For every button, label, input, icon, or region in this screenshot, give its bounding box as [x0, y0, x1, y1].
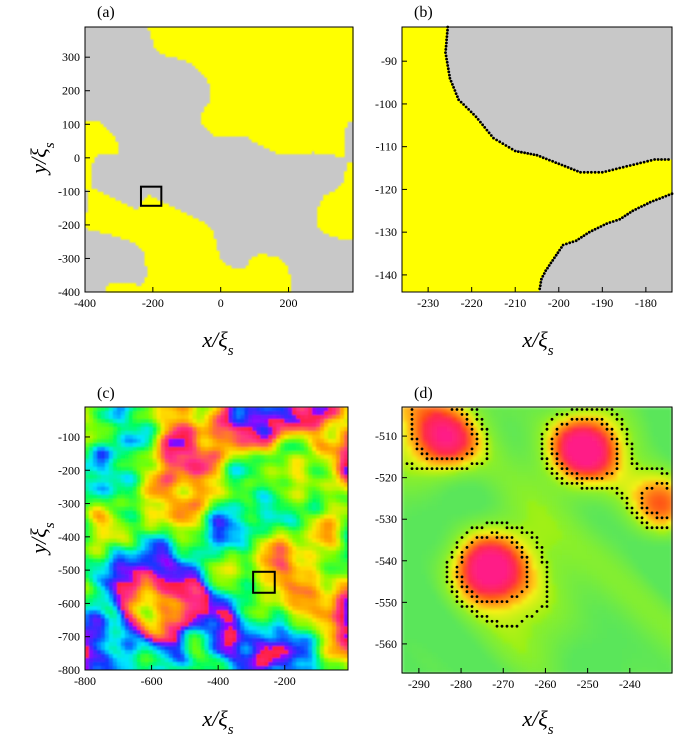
- x-tick-label: -290: [408, 677, 430, 691]
- panel-c-yticks: -800 -700 -600 -500 -400 -300 -200 -100: [58, 430, 90, 677]
- x-tick-label: 0: [218, 296, 224, 310]
- panel-c: (c) -800 -600 -400 -200 -800 -700 -600 -500 -40…: [26, 385, 349, 737]
- yellow-phase: [85, 27, 354, 293]
- panel-c-xlabel: x/ξs: [201, 706, 233, 737]
- panel-a-plot: [84, 26, 354, 293]
- x-tick-label: -260: [534, 677, 556, 691]
- x-tick-label: 200: [280, 296, 298, 310]
- x-tick-label: -400: [74, 296, 96, 310]
- x-tick-label: -280: [450, 677, 472, 691]
- panel-a-map: [85, 27, 354, 293]
- y-tick-label: 100: [62, 117, 80, 131]
- gray-region-upper: [445, 27, 672, 173]
- x-tick-label: -800: [74, 674, 96, 688]
- y-tick-label: -110: [375, 140, 397, 154]
- y-tick-label: -300: [58, 251, 80, 265]
- x-tick-label: -210: [504, 296, 526, 310]
- panel-c-map: [85, 407, 349, 671]
- panel-d-xticks: -290 -280 -270 -260 -250 -240: [408, 668, 641, 691]
- panel-a-zoom-box: [139, 185, 163, 207]
- phase-field: [85, 407, 349, 671]
- y-tick-label: 0: [74, 151, 80, 165]
- panel-c-frame: [84, 406, 349, 671]
- panel-d-yticks: -560 -550 -540 -530 -520 -510: [375, 429, 407, 651]
- panel-d-xlabel: x/ξs: [521, 706, 553, 737]
- y-tick-label: -600: [58, 596, 80, 610]
- x-tick-label: -230: [417, 296, 439, 310]
- y-tick-label: -700: [58, 630, 80, 644]
- panel-c-zoom-box: [252, 570, 276, 594]
- y-tick-label: -510: [375, 429, 397, 443]
- phase-field: [402, 407, 673, 674]
- panel-d-map: [402, 407, 673, 674]
- y-tick-label: -800: [58, 663, 80, 677]
- y-tick-label: -500: [58, 563, 80, 577]
- panel-c-label: (c): [97, 385, 115, 402]
- x-tick-label: -200: [274, 674, 296, 688]
- y-tick-label: -400: [58, 285, 80, 299]
- panel-d-frame: [401, 406, 673, 674]
- y-tick-label: -130: [375, 225, 397, 239]
- x-tick-label: -190: [591, 296, 613, 310]
- panel-a-xticks: -400 -200 0 200: [74, 287, 298, 310]
- panel-b-plot: [401, 25, 674, 293]
- y-tick-label: -550: [375, 595, 397, 609]
- panel-a-yticks: -400 -300 -200 -100 0 100 200 300: [58, 50, 90, 299]
- y-tick-label: -300: [58, 497, 80, 511]
- y-tick-label: -400: [58, 530, 80, 544]
- panel-c-ylabel: y/ξs: [26, 522, 58, 555]
- x-tick-label: -270: [492, 677, 514, 691]
- panel-a-label: (a): [97, 4, 115, 21]
- panel-b-xticks: -230 -220 -210 -200 -190 -180: [417, 287, 657, 310]
- y-tick-label: 300: [62, 50, 80, 64]
- panel-a-frame: [84, 26, 354, 293]
- y-tick-label: -120: [375, 182, 397, 196]
- y-tick-label: -90: [381, 54, 397, 68]
- x-tick-label: -220: [461, 296, 483, 310]
- y-tick-label: -100: [375, 97, 397, 111]
- panel-b: (b) -230 -220 -210 -200 -190 -180 -140 -130 -12…: [375, 4, 674, 359]
- panel-b-xlabel: x/ξs: [521, 327, 553, 359]
- y-tick-label: -200: [58, 218, 80, 232]
- x-tick-label: -250: [577, 677, 599, 691]
- boundary-dots: [444, 25, 674, 291]
- x-tick-label: -200: [142, 296, 164, 310]
- x-tick-label: -400: [207, 674, 229, 688]
- panel-d: (d) -290 -280 -270 -260 -250 -240 -560 -550 -54…: [375, 385, 673, 737]
- gray-region-lower: [539, 193, 672, 292]
- panel-b-label: (b): [414, 4, 433, 21]
- y-tick-label: -100: [58, 430, 80, 444]
- panel-a-ylabel: y/ξs: [26, 142, 58, 175]
- panel-c-plot: [84, 406, 349, 671]
- y-tick-label: -100: [58, 184, 80, 198]
- y-tick-label: -560: [375, 637, 397, 651]
- y-tick-label: -540: [375, 554, 397, 568]
- x-tick-label: -200: [548, 296, 570, 310]
- y-tick-label: -140: [375, 268, 397, 282]
- y-tick-label: -530: [375, 512, 397, 526]
- y-tick-label: 200: [62, 84, 80, 98]
- panel-b-frame: [401, 26, 673, 293]
- x-tick-label: -180: [635, 296, 657, 310]
- panel-d-label: (d): [414, 385, 433, 402]
- panel-b-map: [402, 25, 674, 292]
- panel-a-xlabel: x/ξs: [201, 327, 233, 359]
- panel-b-yticks: -140 -130 -120 -110 -100 -90: [375, 54, 407, 282]
- y-tick-label: -200: [58, 463, 80, 477]
- panel-c-xticks: -800 -600 -400 -200: [74, 665, 296, 688]
- x-tick-label: -600: [141, 674, 163, 688]
- panel-d-plot: [401, 406, 673, 674]
- y-tick-label: -520: [375, 471, 397, 485]
- boundary-dots: [405, 408, 669, 628]
- panel-a: (a) -400 -200 0 200 -400 -300 -200 -100 0 100 200…: [26, 4, 354, 359]
- x-tick-label: -240: [619, 677, 641, 691]
